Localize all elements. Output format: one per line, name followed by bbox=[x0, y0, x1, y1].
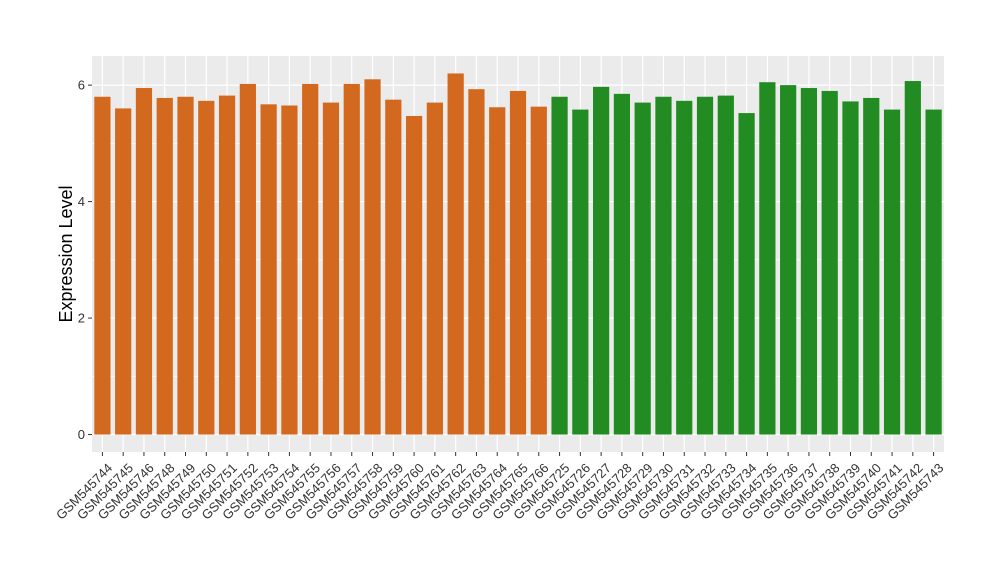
bar-GSM545740 bbox=[863, 97, 880, 435]
bar-GSM545752 bbox=[239, 83, 256, 435]
y-tick-label: 2 bbox=[78, 311, 85, 326]
bar-GSM545736 bbox=[780, 85, 797, 435]
bar-GSM545763 bbox=[468, 89, 485, 435]
bar-GSM545764 bbox=[489, 107, 506, 435]
bar-GSM545732 bbox=[696, 96, 714, 435]
bar-GSM545748 bbox=[156, 97, 173, 435]
bar-GSM545755 bbox=[302, 83, 319, 435]
bar-GSM545733 bbox=[717, 95, 734, 435]
bar-GSM545725 bbox=[551, 96, 568, 435]
bar-GSM545743 bbox=[925, 109, 942, 435]
bar-GSM545754 bbox=[281, 105, 298, 435]
bar-GSM545750 bbox=[198, 100, 215, 435]
bar-GSM545759 bbox=[385, 99, 402, 435]
y-tick-label: 6 bbox=[78, 78, 85, 93]
bar-GSM545739 bbox=[842, 101, 859, 435]
bar-GSM545735 bbox=[759, 82, 776, 435]
bar-GSM545758 bbox=[364, 79, 381, 435]
y-tick-label: 4 bbox=[78, 194, 85, 209]
bar-GSM545753 bbox=[260, 104, 277, 435]
bar-GSM545746 bbox=[135, 88, 153, 435]
bar-GSM545762 bbox=[447, 73, 464, 435]
bar-GSM545734 bbox=[738, 113, 755, 435]
bar-GSM545728 bbox=[613, 93, 631, 435]
bar-GSM545738 bbox=[821, 90, 838, 435]
bar-GSM545765 bbox=[509, 90, 527, 435]
bar-GSM545731 bbox=[676, 100, 693, 435]
bar-GSM545760 bbox=[405, 115, 423, 435]
bar-GSM545742 bbox=[904, 81, 921, 435]
bar-GSM545751 bbox=[218, 95, 236, 435]
bar-GSM545730 bbox=[655, 96, 672, 435]
bar-GSM545756 bbox=[322, 102, 340, 435]
bar-GSM545757 bbox=[343, 83, 360, 435]
y-axis-title: Expression Level bbox=[56, 185, 76, 322]
x-axis: GSM545744GSM545745GSM545746GSM545748GSM5… bbox=[53, 452, 947, 523]
bars bbox=[94, 73, 942, 435]
bar-GSM545737 bbox=[800, 88, 818, 435]
bar-GSM545729 bbox=[634, 102, 651, 435]
bar-GSM545749 bbox=[177, 96, 194, 435]
bar-GSM545744 bbox=[94, 96, 111, 435]
bar-GSM545761 bbox=[426, 102, 443, 435]
y-axis: 0 2 4 6 bbox=[78, 78, 92, 442]
bar-GSM545745 bbox=[115, 108, 132, 435]
y-tick-label: 0 bbox=[78, 427, 85, 442]
bar-GSM545727 bbox=[593, 86, 610, 435]
bar-GSM545741 bbox=[883, 109, 901, 435]
bar-GSM545766 bbox=[530, 106, 547, 435]
bar-GSM545726 bbox=[572, 109, 589, 435]
